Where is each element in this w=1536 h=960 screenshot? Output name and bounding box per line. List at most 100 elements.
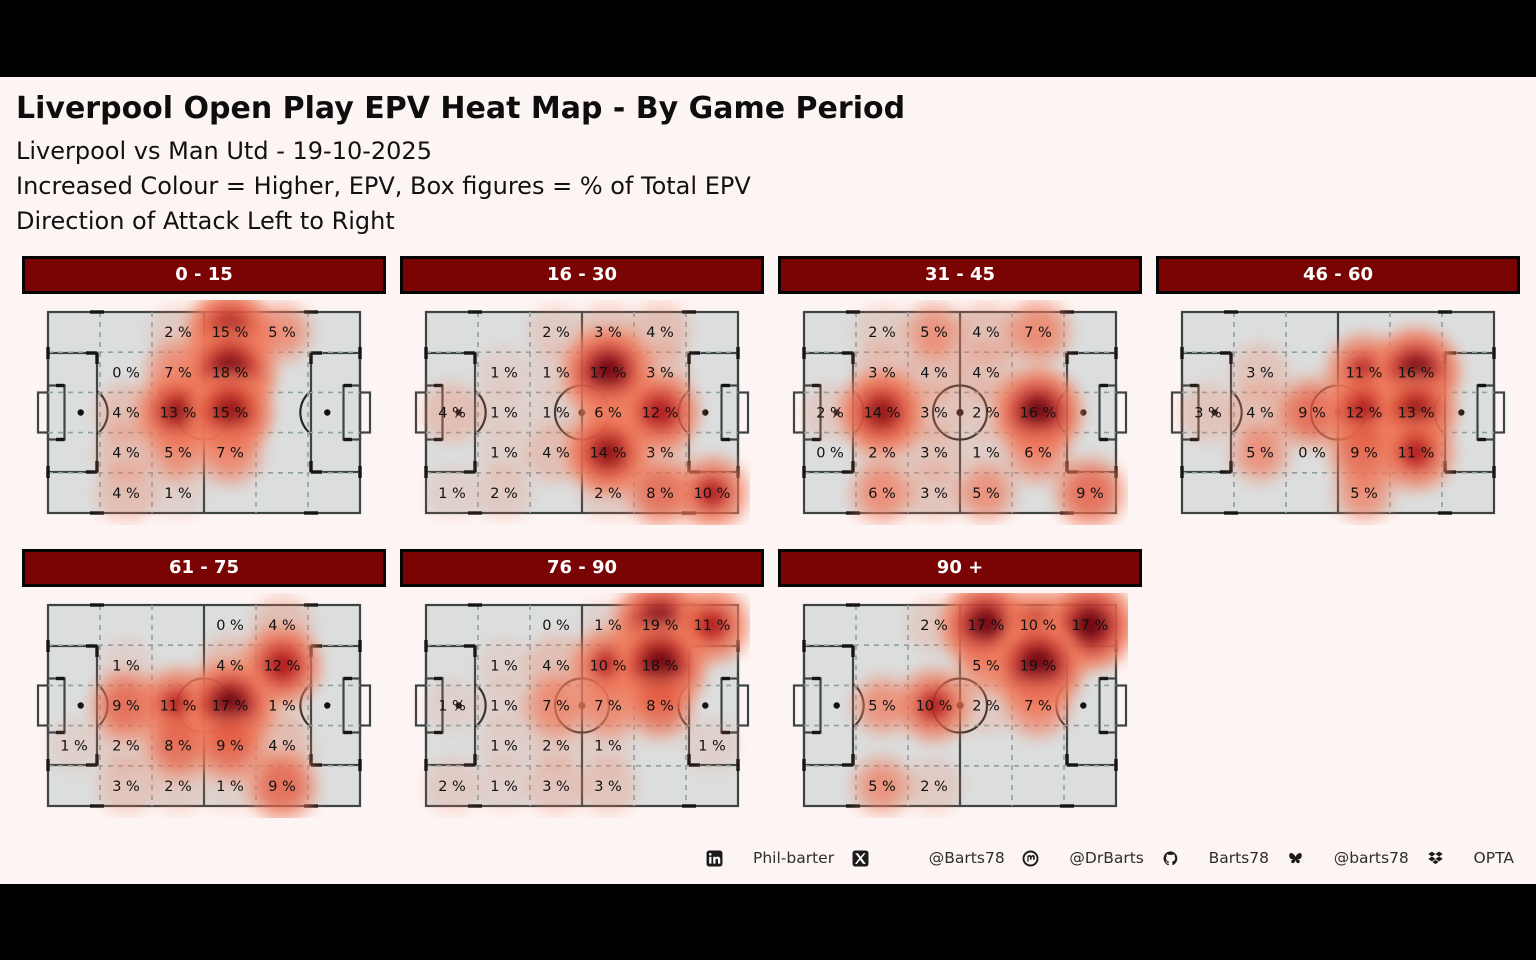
zone-pct-label: 9 % [216,739,244,755]
zone-pct-label: 4 % [972,325,1000,341]
zone-pct-label: 1 % [490,699,518,715]
zone-pct-label: 18 % [642,658,679,674]
zone-pct-label: 4 % [112,446,140,462]
zone-pct-label: 5 % [1246,446,1274,462]
x-twitter-icon [852,850,869,866]
zone-pct-label: 14 % [864,406,901,422]
footer-item-mastodon: @DrBarts [1022,849,1144,867]
footer-label: Barts78 [1208,849,1269,867]
zone-pct-label: 2 % [112,739,140,755]
zone-pct-label: 2 % [490,486,518,502]
zone-pct-label: 4 % [542,446,570,462]
period-panel: 16 - 30 2 % 3 % 4 % 1 % 1 % 17 % 3 % 4 % 1 % 1 % 6 … [400,256,764,548]
zone-pct-label: 4 % [112,486,140,502]
zone-pct-label: 9 % [268,779,296,795]
heat-blobs [423,593,750,816]
zone-pct-label: 1 % [490,446,518,462]
zone-pct-label: 6 % [1024,446,1052,462]
zone-pct-label: 2 % [868,325,896,341]
zone-pct-label: 9 % [1350,446,1378,462]
zone-pct-label: 2 % [816,406,844,422]
zone-pct-label: 1 % [698,739,726,755]
zone-pct-label: 7 % [542,699,570,715]
figure-canvas: Liverpool Open Play EPV Heat Map - By Ga… [0,77,1536,884]
zone-pct-label: 0 % [816,446,844,462]
footer-item-opta: OPTA [1427,849,1514,867]
zone-pct-label: 1 % [490,779,518,795]
zone-pct-label: 5 % [868,699,896,715]
footer-item-github: Barts78 [1162,849,1269,867]
heat-blobs [95,300,314,524]
subtitle-legend: Increased Colour = Higher, EPV, Box figu… [16,172,751,200]
period-header: 31 - 45 [778,256,1142,294]
period-header: 16 - 30 [400,256,764,294]
zone-pct-label: 11 % [1398,446,1435,462]
pitch-heatmap: 2 % 5 % 4 % 7 % 3 % 4 % 4 % 2 % 14 % 3 % 2 % 16 % 0 … [792,300,1128,525]
zone-pct-label: 11 % [160,699,197,715]
footer-label: OPTA [1473,849,1514,867]
zone-pct-label: 2 % [594,486,622,502]
zone-pct-label: 18 % [212,365,249,381]
mastodon-icon [1022,850,1039,866]
zone-pct-label: 5 % [1350,486,1378,502]
zone-pct-label: 4 % [438,406,466,422]
zone-pct-label: 3 % [646,446,674,462]
zone-pct-label: 1 % [490,365,518,381]
period-header: 76 - 90 [400,549,764,587]
zone-pct-label: 3 % [920,486,948,502]
zone-pct-label: 5 % [972,658,1000,674]
period-panel: 31 - 45 2 % 5 % 4 % 7 % 3 % 4 % 4 % 2 % 14 % 3 % 2 … [778,256,1142,548]
zone-pct-label: 3 % [868,365,896,381]
zone-pct-label: 1 % [60,739,88,755]
footer-label: @Barts78 [928,849,1005,867]
letterbox-top [0,0,1536,77]
zone-pct-label: 17 % [1072,618,1109,634]
zone-pct-label: 2 % [438,779,466,795]
zone-pct-label: 11 % [694,618,731,634]
zone-pct-label: 2 % [920,779,948,795]
footer-item-bluesky: @barts78 [1287,849,1409,867]
letterbox-bottom [0,884,1536,960]
zone-pct-label: 2 % [868,446,896,462]
zone-pct-label: 3 % [1194,406,1222,422]
zone-pct-label: 8 % [646,699,674,715]
zone-pct-label: 0 % [112,365,140,381]
period-panel: 61 - 75 0 % 4 % 1 % 4 % 12 % 9 % 11 % 17 % 1 % 1 %… [22,549,386,841]
period-header: 61 - 75 [22,549,386,587]
zone-pct-label: 10 % [694,486,731,502]
zone-pct-label: 15 % [212,406,249,422]
zone-pct-label: 12 % [1346,406,1383,422]
bluesky-icon [1288,852,1302,863]
zone-pct-label: 10 % [590,658,627,674]
github-icon [1163,850,1177,865]
period-panel: 0 - 15 2 % 15 % 5 % 0 % 7 % 18 % 4 % 13 % 15 % 4 %… [22,256,386,548]
zone-pct-label: 19 % [1020,658,1057,674]
zone-pct-label: 4 % [972,365,1000,381]
zone-pct-label: 1 % [490,406,518,422]
zone-pct-label: 2 % [164,779,192,795]
period-panel: 90 + 2 % 17 % 10 % 17 % 5 % 19 % 5 % 10 % 2 % 7 % 5… [778,549,1142,841]
zone-pct-label: 12 % [264,658,301,674]
zone-pct-label: 4 % [1246,406,1274,422]
footer-item-linkedin: Phil-barter [706,849,834,867]
zone-pct-label: 1 % [438,699,466,715]
zone-pct-label: 1 % [542,406,570,422]
zone-pct-label: 3 % [1246,365,1274,381]
zone-pct-label: 4 % [268,739,296,755]
zone-pct-label: 4 % [112,406,140,422]
zone-pct-label: 3 % [112,779,140,795]
heat-blobs [850,593,1128,818]
zone-pct-label: 15 % [212,325,249,341]
period-header: 90 + [778,549,1142,587]
footer-label: Phil-barter [753,849,835,867]
zone-pct-label: 3 % [920,406,948,422]
zone-pct-label: 2 % [164,325,192,341]
zone-pct-label: 7 % [1024,325,1052,341]
zone-pct-label: 11 % [1346,365,1383,381]
pitch-heatmap: 2 % 3 % 4 % 1 % 1 % 17 % 3 % 4 % 1 % 1 % 6 % 12 % 1 … [414,301,750,525]
zone-pct-label: 17 % [968,618,1005,634]
zone-pct-label: 1 % [972,446,1000,462]
zone-pct-label: 3 % [542,779,570,795]
zone-pct-label: 2 % [920,618,948,634]
footer-label: @barts78 [1333,849,1409,867]
